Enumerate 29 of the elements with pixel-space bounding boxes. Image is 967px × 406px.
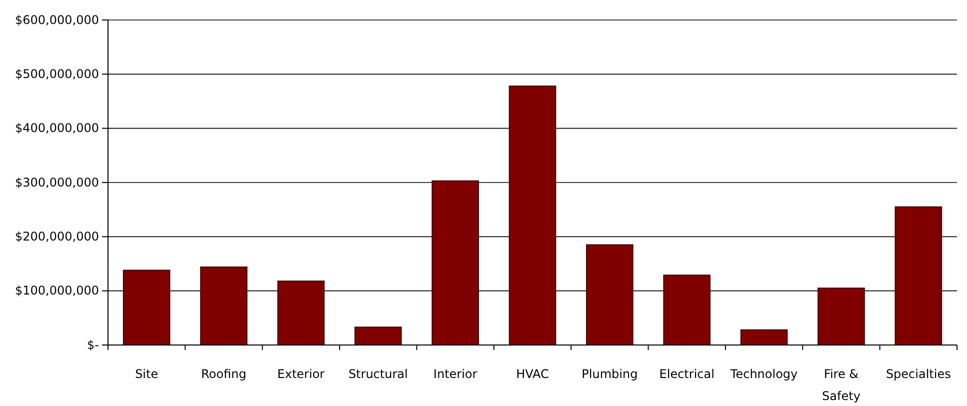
x-tick-label: Plumbing (582, 367, 638, 381)
bar (354, 326, 402, 346)
x-tick-label: HVAC (516, 367, 549, 381)
bar (663, 274, 711, 346)
bar (586, 244, 634, 346)
y-tick-label: $600,000,000 (15, 12, 99, 27)
x-tick-label: Technology (729, 367, 798, 381)
y-tick-label: $400,000,000 (15, 121, 99, 136)
x-tick-label: Interior (433, 367, 478, 381)
bar (432, 180, 479, 346)
y-tick-label: $500,000,000 (15, 67, 99, 82)
bar (894, 206, 942, 346)
y-tick-label: $- (87, 338, 99, 352)
x-tick-label: Fire & Safety (822, 367, 860, 403)
x-tick-label: Site (135, 367, 158, 381)
x-tick-label: Specialties (886, 367, 951, 381)
bar (277, 280, 325, 346)
y-tick-label: $200,000,000 (15, 230, 99, 244)
bar (818, 288, 865, 346)
y-tick-label: $300,000,000 (15, 175, 99, 190)
x-tick-label: Structural (348, 367, 408, 381)
bar (508, 86, 556, 346)
x-tick-label: Electrical (659, 367, 714, 381)
x-tick-label: Exterior (277, 367, 325, 381)
x-tick-label: Roofing (201, 367, 246, 381)
bar (122, 270, 170, 346)
y-tick-label: $100,000,000 (15, 284, 99, 298)
bar (200, 266, 248, 346)
bar (740, 329, 788, 346)
